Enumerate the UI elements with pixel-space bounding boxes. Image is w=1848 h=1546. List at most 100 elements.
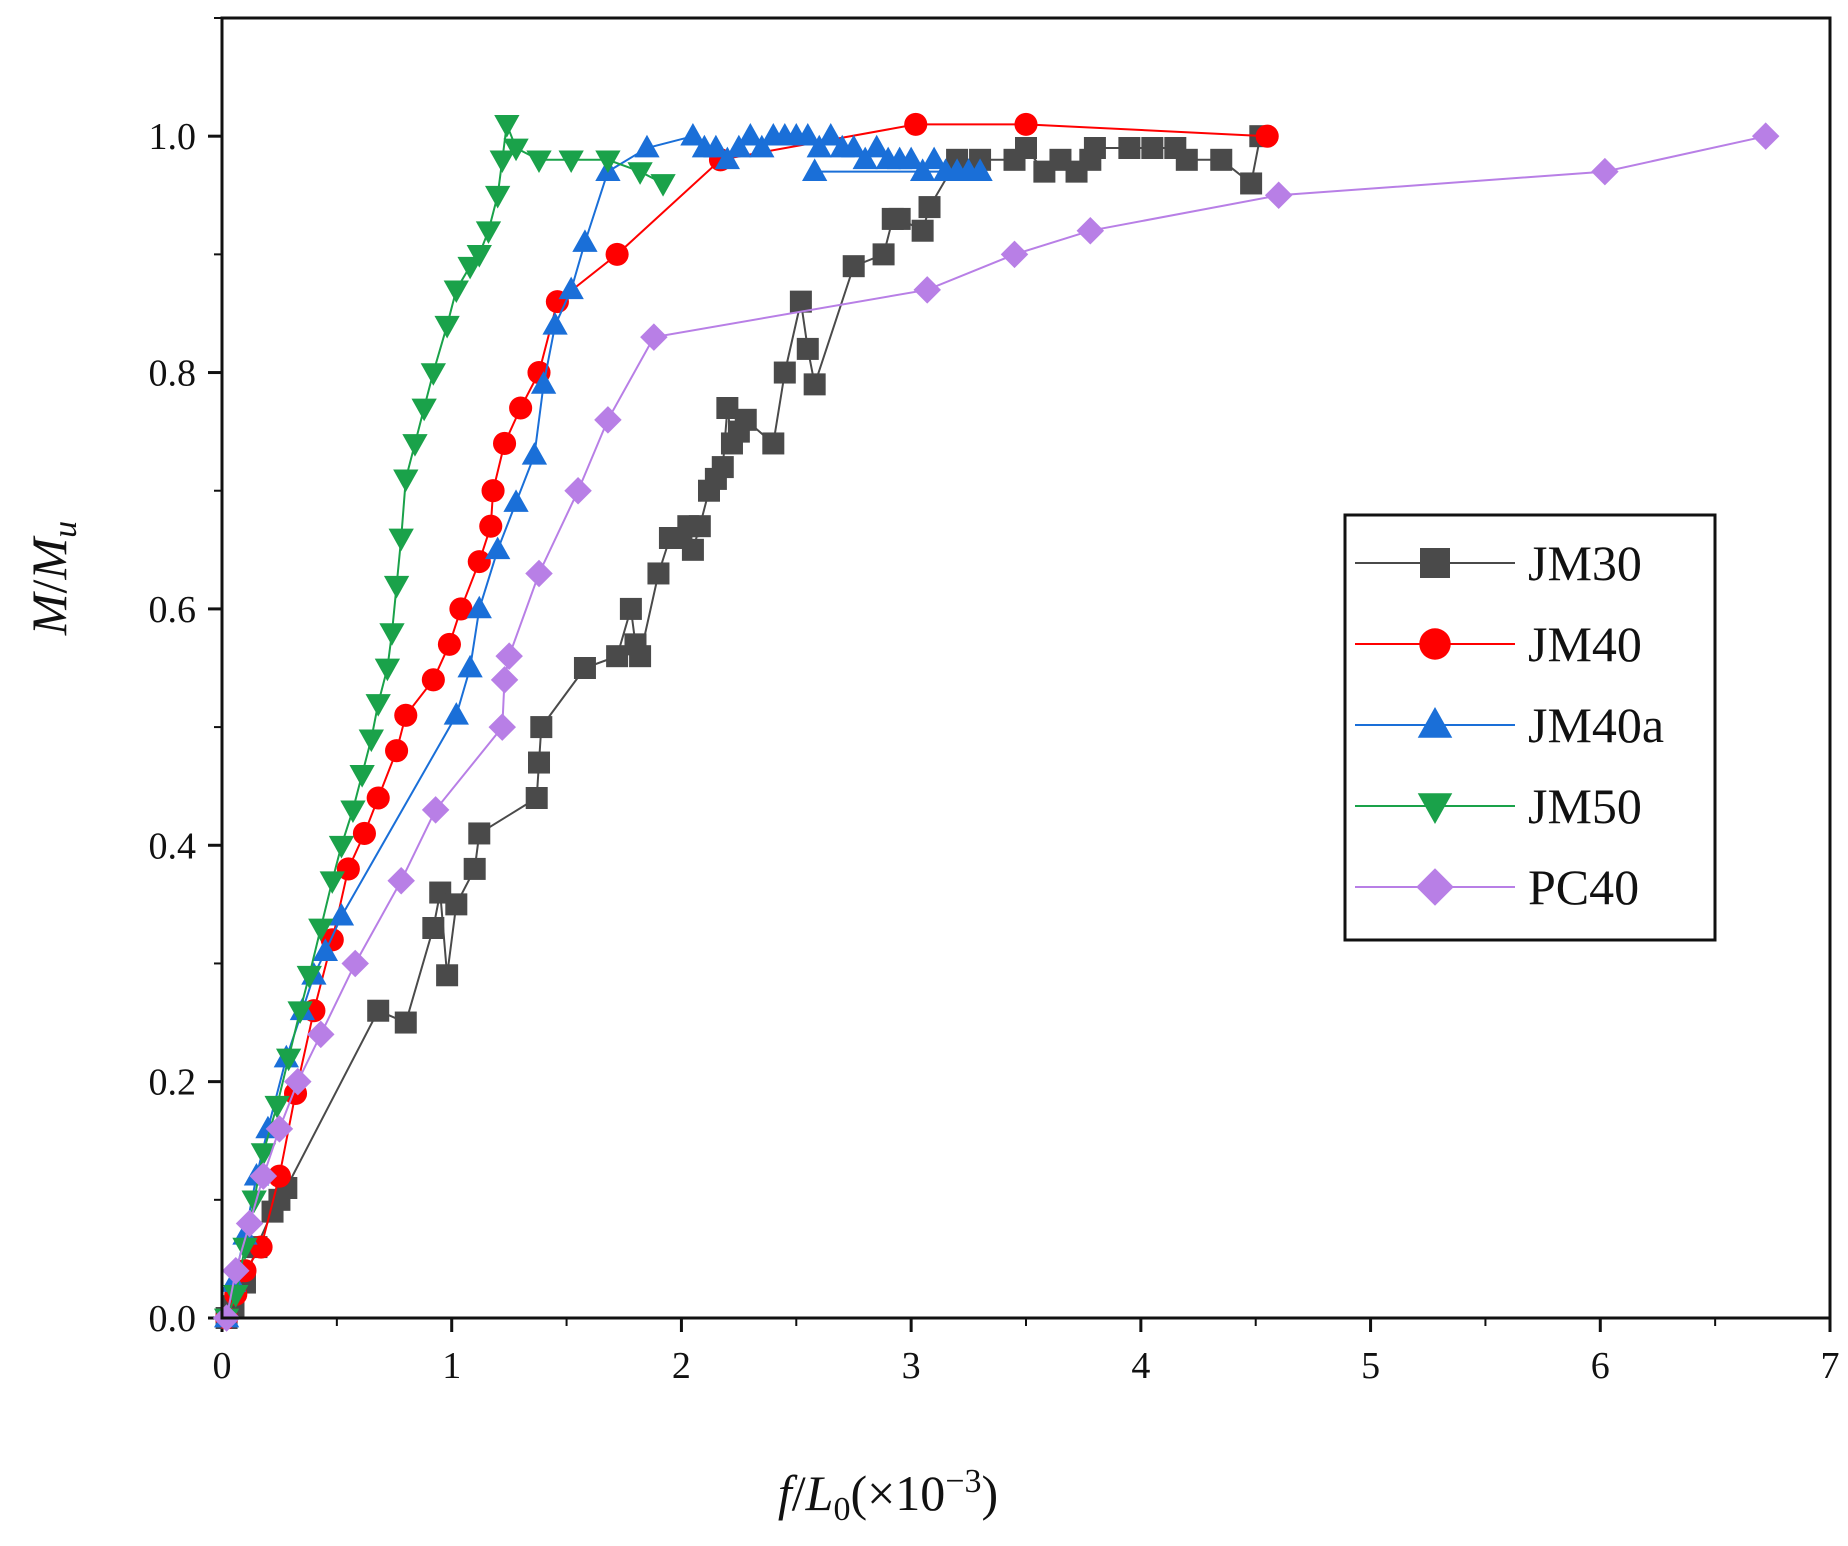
data-point-jm50 — [365, 694, 391, 717]
data-point-pc40 — [594, 406, 622, 434]
data-point-jm40 — [352, 821, 376, 846]
legend-marker-jm30 — [1420, 548, 1450, 578]
legend-marker-jm40a — [1417, 707, 1453, 738]
data-point-jm50 — [349, 765, 375, 788]
data-point-jm30 — [711, 456, 734, 479]
data-point-jm40a — [806, 134, 832, 158]
data-point-jm40a — [530, 371, 557, 394]
legend: JM30 JM40 JM40a JM50 PC40 — [1343, 513, 1717, 942]
data-point-jm50 — [627, 162, 653, 185]
series-pc40 — [212, 122, 1780, 1332]
data-point-pc40 — [1591, 157, 1619, 186]
data-point-pc40 — [284, 1067, 312, 1096]
data-point-pc40 — [525, 559, 553, 588]
data-point-jm30 — [918, 196, 941, 219]
data-point-jm50 — [296, 965, 322, 989]
data-point-jm50 — [434, 315, 460, 339]
data-point-jm50 — [319, 871, 345, 894]
data-point-jm40a — [485, 536, 511, 560]
data-point-jm50 — [475, 221, 502, 244]
data-point-jm40a — [726, 134, 752, 158]
data-point-jm40 — [509, 396, 533, 420]
data-point-jm40a — [909, 158, 936, 181]
x-tick-label: 7 — [1821, 1345, 1840, 1387]
data-point-jm40 — [267, 1164, 291, 1188]
data-point-jm50 — [411, 398, 437, 422]
data-point-jm40a — [680, 122, 706, 146]
data-point-pc40 — [1751, 122, 1780, 150]
data-point-jm50 — [287, 1001, 313, 1024]
data-point-jm30 — [436, 964, 459, 987]
data-point-jm30 — [530, 716, 553, 739]
x-tick-label: 2 — [672, 1345, 691, 1387]
series-jm40a — [213, 122, 993, 1328]
data-point-jm50 — [494, 115, 520, 138]
data-point-jm50 — [485, 185, 511, 209]
data-point-jm30 — [842, 255, 865, 278]
data-point-jm50 — [393, 469, 419, 493]
data-point-jm40a — [466, 595, 492, 619]
data-point-jm50 — [264, 1095, 290, 1119]
series-line-jm50 — [225, 124, 664, 1319]
data-point-pc40 — [222, 1256, 250, 1285]
data-point-jm30 — [629, 645, 652, 668]
data-point-jm50 — [420, 363, 446, 386]
data-point-jm40a — [503, 489, 529, 512]
data-point-jm50 — [223, 1285, 249, 1308]
data-point-jm50 — [526, 150, 552, 174]
data-point-jm30 — [796, 337, 819, 360]
legend-marker-pc40 — [1416, 868, 1454, 906]
data-point-jm40a — [457, 654, 483, 678]
data-point-jm40 — [605, 242, 629, 266]
data-point-jm30 — [1141, 137, 1164, 159]
data-point-jm30 — [463, 857, 486, 880]
legend-marker-jm40 — [1419, 628, 1451, 660]
y-tick-label: 0.6 — [149, 589, 197, 631]
data-point-jm40a — [443, 702, 469, 725]
data-point-jm30 — [911, 219, 934, 242]
x-axis-title: f/L0(×10−3) — [778, 1463, 998, 1528]
data-point-jm30 — [681, 538, 704, 561]
data-point-jm50 — [275, 1048, 302, 1072]
data-point-jm30 — [1015, 137, 1037, 159]
data-point-pc40 — [488, 713, 517, 741]
legend-item-jm30: JM30 — [1355, 535, 1642, 591]
data-point-jm50 — [457, 256, 483, 280]
x-tick-label: 5 — [1361, 1345, 1380, 1387]
data-point-jm30 — [1240, 172, 1263, 195]
data-point-pc40 — [307, 1020, 335, 1049]
data-point-jm50 — [443, 280, 469, 304]
data-point-jm30 — [573, 657, 596, 679]
legend-marker-jm50 — [1417, 793, 1453, 824]
data-point-jm40a — [328, 902, 355, 926]
data-point-jm50 — [503, 138, 529, 162]
data-point-jm50 — [232, 1237, 258, 1261]
series-line-jm30 — [225, 136, 1262, 1319]
data-point-jm50 — [388, 528, 414, 552]
data-point-jm40 — [492, 431, 517, 456]
data-point-jm50 — [379, 623, 405, 646]
data-point-pc40 — [1000, 240, 1029, 269]
data-point-pc40 — [387, 866, 415, 895]
data-point-jm40a — [521, 442, 548, 465]
svg-text:M/Mu: M/Mu — [21, 521, 84, 636]
data-point-jm40a — [558, 276, 584, 300]
data-point-jm50 — [650, 174, 676, 197]
data-point-pc40 — [1264, 181, 1293, 210]
data-point-jm50 — [383, 575, 410, 599]
data-point-jm30 — [789, 290, 812, 313]
data-point-jm30 — [773, 361, 796, 384]
data-point-jm40a — [714, 146, 741, 170]
x-tick-label: 4 — [1131, 1345, 1150, 1387]
y-axis-title: M/Mu — [21, 521, 84, 636]
data-point-jm30 — [1175, 148, 1198, 171]
y-tick-label: 0.2 — [149, 1062, 197, 1104]
svg-text:f/L0(×10−3): f/L0(×10−3) — [778, 1463, 998, 1528]
data-point-jm50 — [402, 434, 428, 457]
data-point-pc40 — [249, 1162, 278, 1190]
data-point-jm40a — [737, 122, 763, 146]
data-point-jm50 — [358, 729, 384, 753]
data-point-jm40 — [479, 514, 503, 538]
legend-label-jm50: JM50 — [1528, 778, 1642, 834]
